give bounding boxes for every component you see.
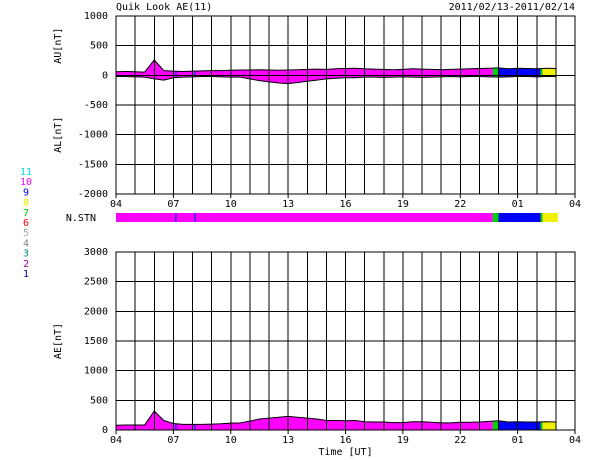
station-segment bbox=[540, 213, 543, 222]
data-line bbox=[116, 76, 556, 85]
y-tick-label: 2500 bbox=[84, 277, 108, 288]
y-tick-label: 0 bbox=[102, 70, 108, 81]
x-tick-label: 16 bbox=[339, 435, 351, 446]
station-segment bbox=[195, 213, 493, 222]
station-legend-entry: 1 bbox=[23, 269, 29, 280]
y-tick-label: 500 bbox=[90, 395, 108, 406]
x-tick-label: 07 bbox=[167, 199, 179, 210]
area-segment bbox=[175, 59, 177, 84]
station-legend-entry: 5 bbox=[23, 228, 29, 239]
date-range: 2011/02/13-2011/02/14 bbox=[449, 2, 575, 13]
x-tick-label: 13 bbox=[282, 199, 294, 210]
station-label: N.STN bbox=[66, 213, 96, 224]
y-tick-label: -2000 bbox=[78, 189, 108, 200]
station-segment bbox=[498, 213, 541, 222]
y-tick-label: 1000 bbox=[84, 11, 108, 22]
station-legend-entry: 4 bbox=[23, 238, 29, 249]
y-tick-label: 1500 bbox=[84, 336, 108, 347]
x-tick-label: 13 bbox=[282, 435, 294, 446]
x-tick-label: 07 bbox=[167, 435, 179, 446]
station-segment bbox=[176, 213, 195, 222]
x-tick-label: 16 bbox=[339, 199, 351, 210]
x-tick-label: 22 bbox=[454, 435, 466, 446]
y-tick-label: 3000 bbox=[84, 247, 108, 258]
x-tick-label: 04 bbox=[569, 435, 581, 446]
y-tick-label: -1500 bbox=[78, 159, 108, 170]
x-tick-label: 01 bbox=[512, 435, 524, 446]
area-segment bbox=[492, 59, 499, 84]
station-legend-entry: 2 bbox=[23, 259, 29, 270]
chart-title: Quik Look AE(11) bbox=[116, 2, 212, 13]
data-line bbox=[115, 410, 556, 426]
x-tick-label: 01 bbox=[512, 199, 524, 210]
area-segment bbox=[540, 59, 543, 84]
x-tick-label: 04 bbox=[110, 435, 122, 446]
station-segment bbox=[194, 213, 196, 222]
x-tick-label: 04 bbox=[569, 199, 581, 210]
station-segment bbox=[492, 213, 499, 222]
station-legend-entry: 6 bbox=[23, 218, 29, 229]
data-line bbox=[115, 59, 556, 73]
station-legend-entry: 10 bbox=[20, 177, 32, 188]
station-legend-entry: 9 bbox=[23, 187, 29, 198]
x-tick-label: 19 bbox=[397, 435, 409, 446]
area-segment bbox=[194, 59, 196, 84]
y-tick-label: 2000 bbox=[84, 306, 108, 317]
y-tick-label: 1000 bbox=[84, 366, 108, 377]
station-legend-entry: 8 bbox=[23, 198, 29, 209]
x-axis-label: Time [UT] bbox=[318, 447, 372, 458]
station-legend-entry: 3 bbox=[23, 249, 29, 260]
y-tick-label: -500 bbox=[84, 100, 108, 111]
station-legend-entry: 7 bbox=[23, 208, 29, 219]
y-tick-label: 500 bbox=[90, 41, 108, 52]
station-legend-entry: 11 bbox=[20, 167, 32, 178]
station-segment bbox=[175, 213, 177, 222]
y-tick-label: 0 bbox=[102, 425, 108, 436]
station-segment bbox=[542, 213, 558, 222]
x-tick-label: 22 bbox=[454, 199, 466, 210]
x-tick-label: 19 bbox=[397, 199, 409, 210]
y-axis-label: AL[nT] bbox=[53, 117, 64, 153]
x-tick-label: 10 bbox=[225, 435, 237, 446]
y-axis-label: AE[nT] bbox=[53, 323, 64, 359]
y-axis-label: AU[nT] bbox=[53, 28, 64, 64]
x-tick-label: 04 bbox=[110, 199, 122, 210]
station-segment bbox=[116, 213, 176, 222]
x-tick-label: 10 bbox=[225, 199, 237, 210]
y-tick-label: -1000 bbox=[78, 130, 108, 141]
